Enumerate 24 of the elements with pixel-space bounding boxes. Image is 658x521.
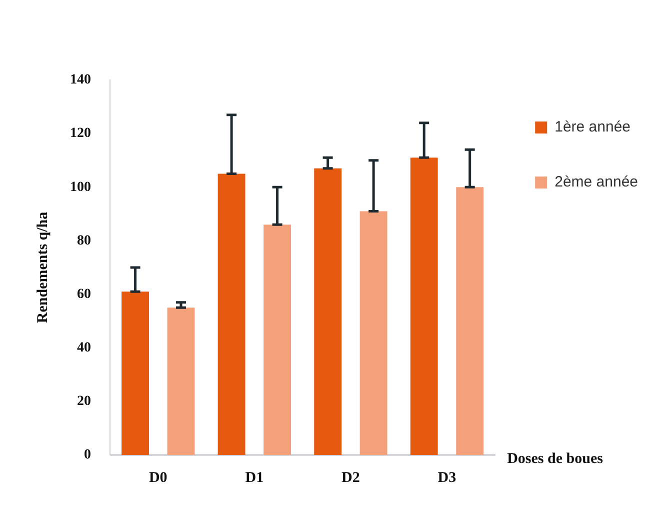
y-tick-label: 40 [77,340,91,356]
bar [314,168,342,455]
x-tick-label: D0 [148,470,168,486]
legend-label: 1ère année [554,118,631,136]
bar [167,308,195,455]
bar [122,292,149,455]
x-tick-label: D3 [438,470,456,486]
bar [410,158,438,455]
y-tick-label: 140 [70,72,91,88]
y-tick-label: 120 [70,126,91,142]
y-tick-label: 100 [70,180,91,195]
bar [360,211,388,455]
x-tick-label: D2 [342,470,360,486]
bar [264,224,291,455]
x-axis-title: Doses de boues [507,450,604,467]
y-axis-title: Rendements q/ha [34,211,51,324]
bar [456,187,484,455]
x-tick-label: D1 [245,470,264,486]
y-tick-label: 60 [77,286,91,302]
y-tick-label: 20 [77,394,91,410]
y-tick-label: 0 [84,448,91,463]
bar [218,174,246,455]
y-tick-label: 80 [77,233,91,248]
legend-label: 2ème année [554,174,638,191]
